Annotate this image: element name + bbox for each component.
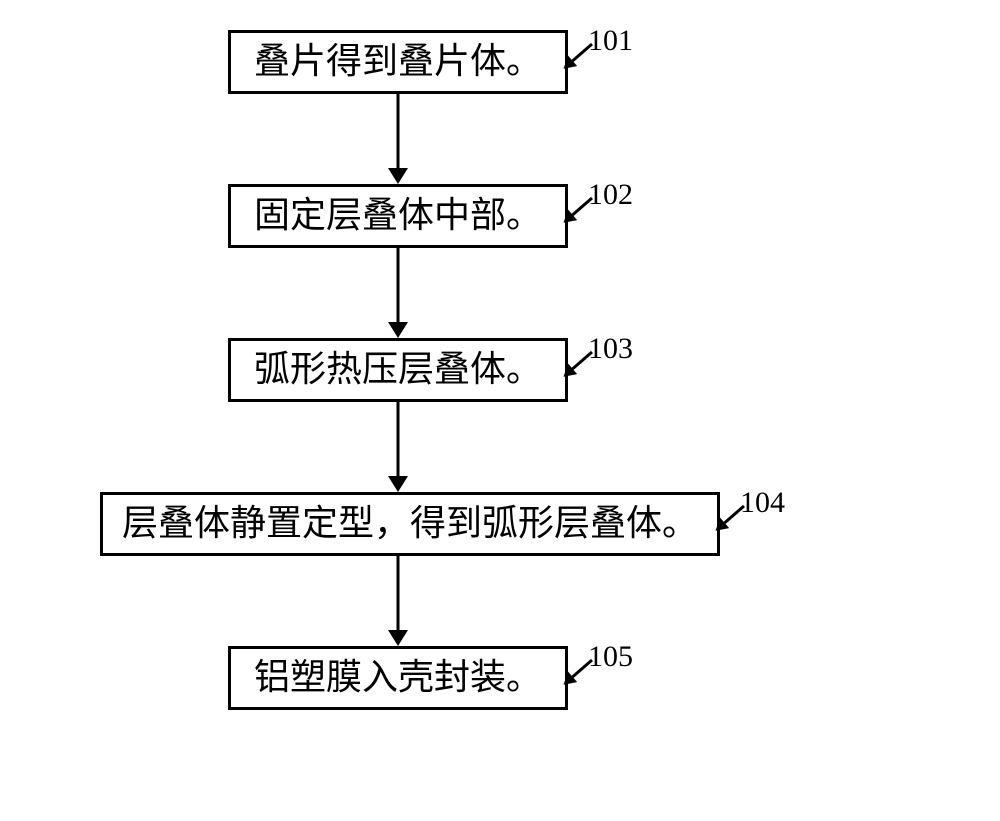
flow-node-n3: 弧形热压层叠体。 [228, 338, 568, 402]
edge-n1-n2 [388, 94, 408, 184]
flow-node-text: 固定层叠体中部。 [254, 196, 542, 236]
flow-node-text: 弧形热压层叠体。 [254, 350, 542, 390]
flow-node-text: 铝塑膜入壳封装。 [254, 658, 542, 698]
flow-node-n1: 叠片得到叠片体。 [228, 30, 568, 94]
edge-n4-n5 [388, 556, 408, 646]
flow-node-label-n4: 104 [740, 486, 785, 520]
edge-n3-n4 [388, 402, 408, 492]
flow-node-n5: 铝塑膜入壳封装。 [228, 646, 568, 710]
flow-node-label-n5: 105 [588, 640, 633, 674]
flow-node-label-n2: 102 [588, 178, 633, 212]
flow-node-n4: 层叠体静置定型，得到弧形层叠体。 [100, 492, 720, 556]
flow-node-text: 叠片得到叠片体。 [254, 42, 542, 82]
flow-node-text: 层叠体静置定型，得到弧形层叠体。 [122, 504, 698, 544]
edge-n2-n3 [388, 248, 408, 338]
flow-node-label-n1: 101 [588, 24, 633, 58]
flow-node-n2: 固定层叠体中部。 [228, 184, 568, 248]
flow-node-label-n3: 103 [588, 332, 633, 366]
